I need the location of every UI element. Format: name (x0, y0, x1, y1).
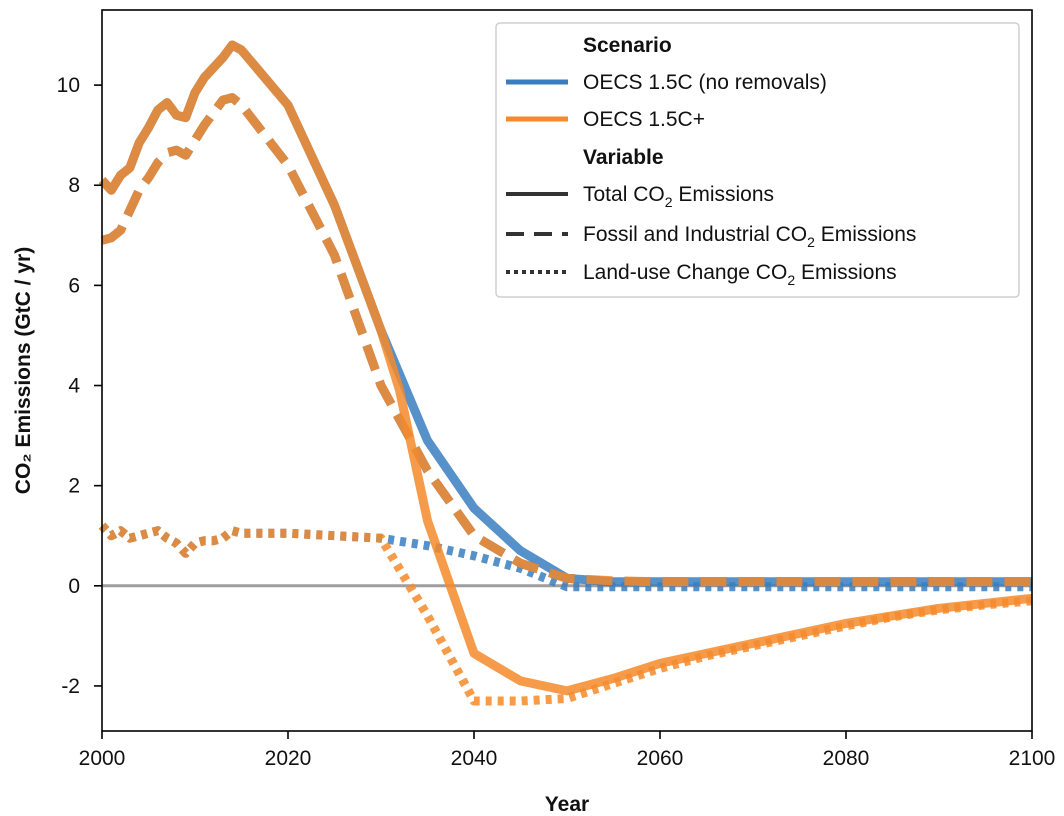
series-line-3 (98, 40, 1033, 696)
x-tick-label: 2060 (637, 747, 684, 770)
y-tick-label: 4 (68, 375, 80, 398)
x-tick-label: 2080 (823, 747, 870, 770)
y-tick-label: 2 (68, 475, 80, 498)
plot-frame (101, 9, 1033, 732)
legend-variable-title: Variable (583, 146, 664, 169)
x-tick-label: 2020 (265, 747, 312, 770)
legend-scenario-title: Scenario (583, 34, 672, 57)
y-tick-label: 6 (68, 274, 80, 297)
y-tick-label: 10 (57, 74, 80, 97)
x-tick-label: 2000 (79, 747, 126, 770)
series-line-4 (100, 93, 1032, 587)
legend: Scenario OECS 1.5C (no removals) OECS 1.5C… (495, 22, 1020, 298)
legend-box (495, 22, 1020, 298)
legend-entry-label: OECS 1.5C (no removals) (583, 71, 827, 94)
y-tick-label: -2 (61, 675, 80, 698)
legend-entry-label: OECS 1.5C+ (583, 108, 705, 131)
y-tick-label: 0 (68, 575, 80, 598)
y-axis-title: CO₂ Emissions (GtC / yr) (12, 247, 35, 494)
y-axis: -2 0 2 4 6 8 10 (57, 74, 102, 698)
x-tick-label: 2100 (1009, 747, 1056, 770)
y-tick-label: 8 (68, 174, 80, 197)
x-tick-label: 2040 (451, 747, 498, 770)
legend-entry-label: Fossil and Industrial CO2 Emissions (583, 223, 916, 250)
x-axis-title: Year (545, 793, 589, 816)
x-axis: 2000 2020 2040 2060 2080 2100 (79, 731, 1056, 770)
legend-entry-label: Land-use Change CO2 Emissions (583, 261, 897, 288)
legend-entry-label: Total CO2 Emissions (583, 183, 774, 210)
